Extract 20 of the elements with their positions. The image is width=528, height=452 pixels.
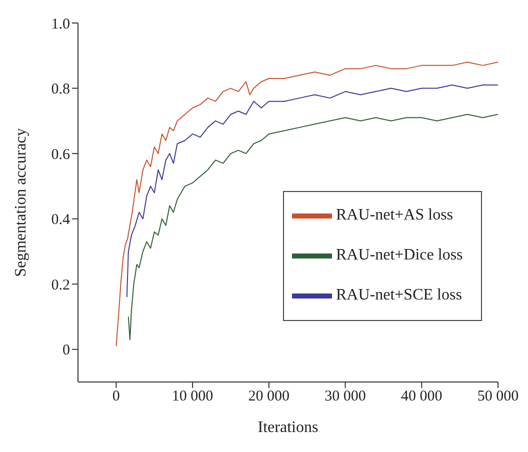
line-series <box>128 114 498 340</box>
x-tick-label: 50 000 <box>477 388 519 405</box>
y-tick-label: 0.2 <box>51 277 70 294</box>
x-tick-label: 20 000 <box>248 388 290 405</box>
x-tick-label: 30 000 <box>324 388 366 405</box>
y-tick-label: 0 <box>62 342 70 359</box>
x-tick-label: 40 000 <box>401 388 442 405</box>
x-tick-label: 0 <box>112 388 120 405</box>
y-axis-title: Segmentation accuracy <box>12 128 30 277</box>
y-tick-label: 0.8 <box>51 82 70 98</box>
y-tick-label: 0.4 <box>51 212 70 228</box>
x-axis-title: Iterations <box>258 419 318 436</box>
x-tick-label: 10 000 <box>172 388 214 405</box>
legend-label: RAU-net+AS loss <box>336 206 454 224</box>
line-series <box>116 62 498 347</box>
line-series <box>126 84 498 298</box>
legend-label: RAU-net+SCE loss <box>336 286 462 304</box>
legend-label: RAU-net+Dice loss <box>336 246 463 264</box>
y-tick-label: 1.0 <box>51 16 70 32</box>
y-tick-label: 0.6 <box>51 146 70 163</box>
